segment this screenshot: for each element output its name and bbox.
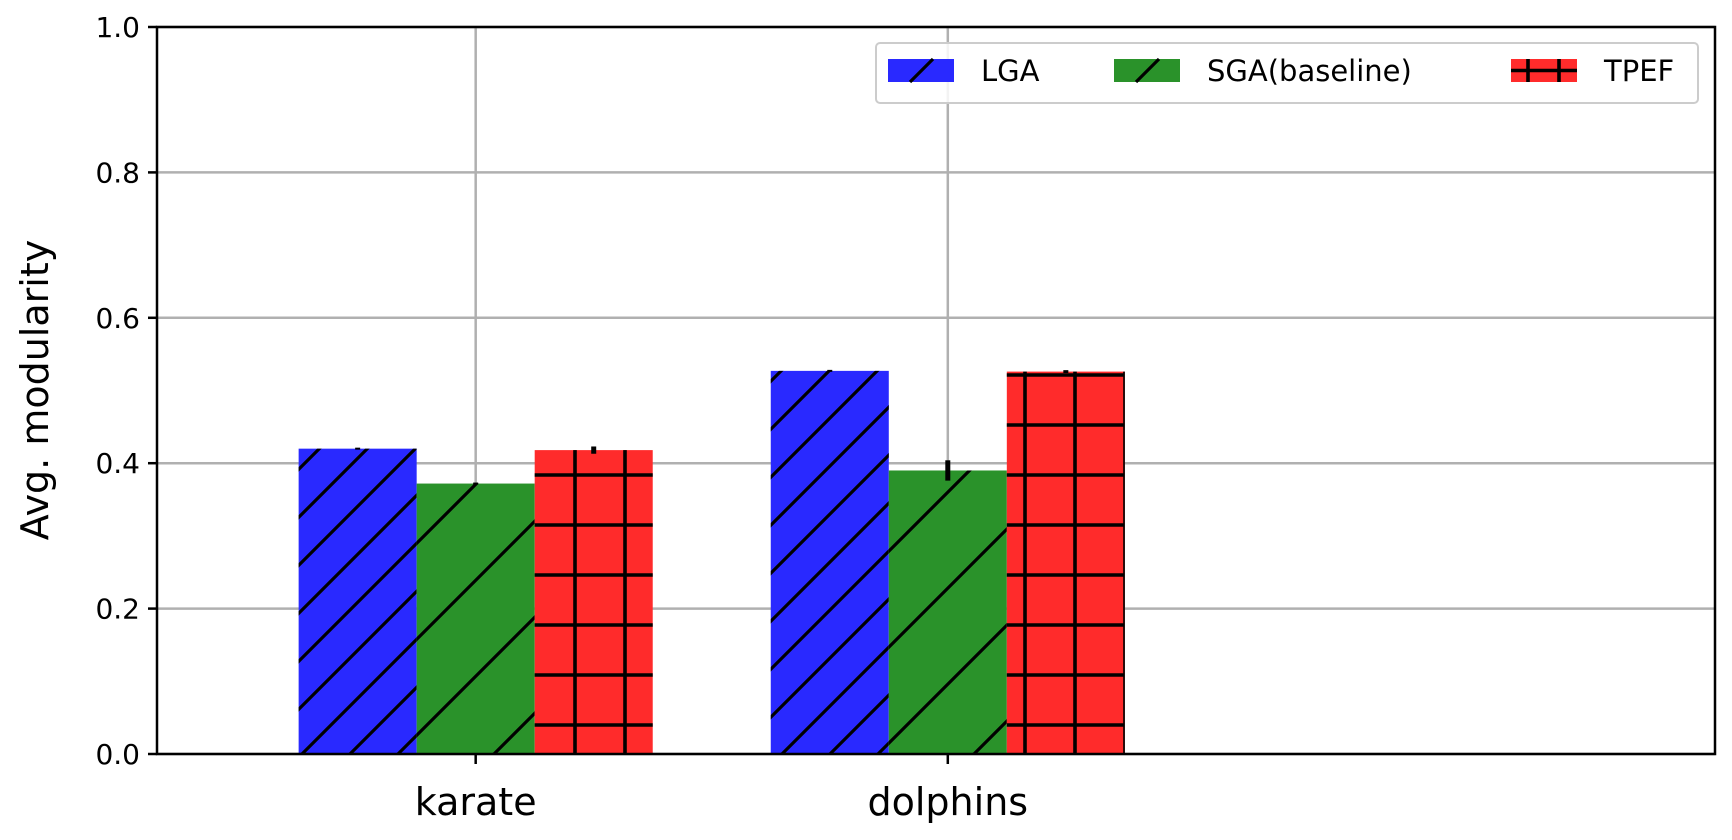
bar-TPEF-karate [534, 450, 653, 754]
bar-hatch [298, 448, 417, 754]
legend-frame [875, 42, 1699, 104]
legend: LGA SGA(baseline) TPEF [875, 42, 1699, 104]
legend-hatch [908, 57, 935, 84]
bar-SGA(baseline)-karate [416, 483, 535, 754]
legend-label: SGA(baseline) [1207, 54, 1412, 88]
x-axis: karate dolphins [415, 754, 1028, 824]
bar-LGA-karate [298, 448, 417, 754]
category-label-karate: karate [415, 780, 537, 824]
legend-label: LGA [981, 54, 1040, 88]
error-bars [355, 369, 1069, 485]
legend-item-SGA(baseline): SGA(baseline) [1114, 54, 1412, 88]
category-label-dolphins: dolphins [868, 780, 1029, 824]
bar-TPEF-dolphins [1006, 371, 1125, 754]
bar-LGA-dolphins [770, 370, 889, 754]
bar-hatch [1006, 371, 1125, 754]
y-tick-label: 0.2 [95, 593, 140, 626]
plot-frame [155, 25, 1717, 756]
y-tick-label: 0.8 [95, 156, 140, 189]
y-tick-label: 0.4 [95, 447, 140, 480]
bar-hatch [534, 450, 653, 754]
bar-hatch [888, 470, 1007, 754]
legend-item-LGA: LGA [888, 54, 1040, 88]
y-tick-label: 0.6 [95, 302, 140, 335]
y-axis-title: Avg. modularity [13, 240, 57, 540]
legend-hatch [1134, 57, 1161, 84]
y-tick-label: 1.0 [95, 11, 140, 44]
bar-SGA(baseline)-dolphins [888, 470, 1007, 754]
y-tick-label: 0.0 [95, 738, 140, 771]
bars [298, 370, 1125, 754]
legend-label: TPEF [1603, 54, 1674, 88]
bar-hatch [416, 483, 535, 754]
bar-hatch [770, 370, 889, 754]
legend-item-TPEF: TPEF [1511, 54, 1674, 88]
y-axis: 0.0 0.2 0.4 0.6 0.8 1.0 [95, 11, 157, 771]
